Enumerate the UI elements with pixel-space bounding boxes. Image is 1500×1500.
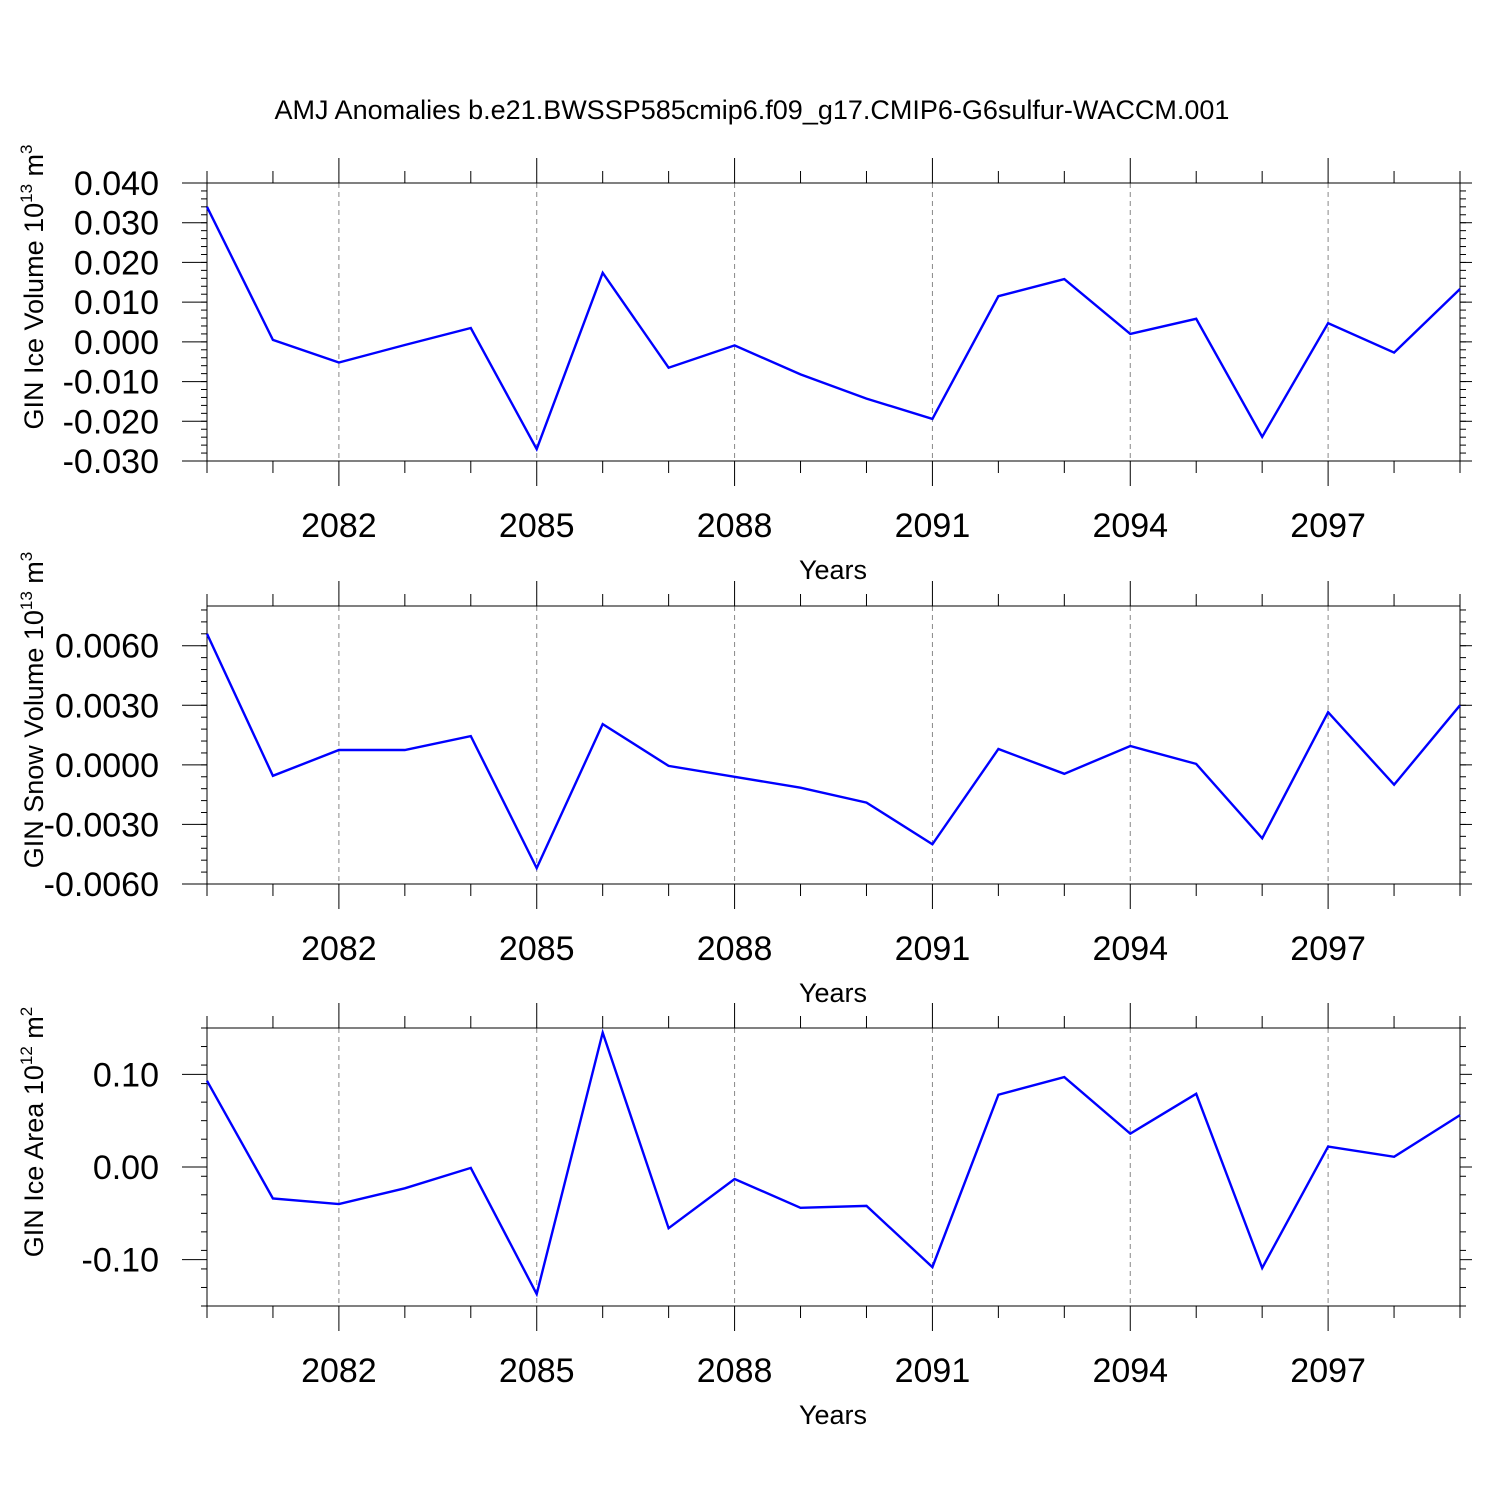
x-tick-label: 2082 [301, 1352, 377, 1390]
x-tick-label: 2097 [1290, 507, 1366, 545]
x-tick-label: 2088 [697, 507, 773, 545]
series-line [205, 633, 1461, 871]
y-tick-label: 0.0000 [55, 747, 159, 785]
x-tick-label: 2085 [499, 1352, 575, 1390]
x-tick-label: 2085 [499, 930, 575, 968]
x-tick-label: 2094 [1092, 1352, 1168, 1390]
x-tick-label: 2082 [301, 930, 377, 968]
y-tick-label: -0.0060 [44, 866, 159, 904]
x-tick-label: 2085 [499, 507, 575, 545]
x-tick-label: 2091 [895, 507, 971, 545]
y-axis-label: GIN Ice Volume 1013 m3 [17, 144, 49, 429]
x-tick-label: 2091 [895, 1352, 971, 1390]
chart-title: AMJ Anomalies b.e21.BWSSP585cmip6.f09_g1… [275, 95, 1230, 125]
panel-1: -0.030-0.020-0.0100.0000.0100.0200.0300.… [17, 144, 1472, 585]
panel-3: -0.10 0.00 0.10 2082 2085 2088 2091 2094 2097 Yea… [17, 1003, 1472, 1430]
x-tick-label: 2088 [697, 930, 773, 968]
y-tick-label: 0.0060 [55, 628, 159, 666]
y-tick-label: -0.0030 [44, 806, 159, 844]
series-line [205, 1028, 1461, 1298]
y-tick-label: -0.010 [63, 364, 159, 402]
x-tick-label: 2091 [895, 930, 971, 968]
x-axis-label: Years [799, 555, 867, 585]
x-tick-label: 2088 [697, 1352, 773, 1390]
x-tick-label: 2094 [1092, 507, 1168, 545]
x-tick-label: 2094 [1092, 930, 1168, 968]
series-line [205, 206, 1461, 452]
plot-frame [206, 1027, 1461, 1307]
y-tick-label: 0.020 [74, 244, 159, 282]
y-tick-label: 0.0030 [55, 687, 159, 725]
y-axis-label: GIN Snow Volume 1013 m3 [17, 552, 49, 869]
y-tick-label: 0.030 [74, 205, 159, 243]
x-axis-label: Years [799, 978, 867, 1008]
y-axis-label: GIN Ice Area 1012 m2 [17, 1007, 49, 1258]
y-tick-label: 0.10 [93, 1056, 159, 1094]
x-tick-label: 2082 [301, 507, 377, 545]
y-tick-label: -0.020 [63, 403, 159, 441]
y-tick-label: 0.040 [74, 165, 159, 203]
y-tick-label: -0.10 [82, 1242, 160, 1280]
x-axis-label: Years [799, 1400, 867, 1430]
plot-frame [206, 182, 1461, 462]
chart-panels: -0.030-0.020-0.0100.0000.0100.0200.0300.… [17, 144, 1472, 1430]
x-tick-label: 2097 [1290, 1352, 1366, 1390]
panel-2: -0.0060 -0.0030 0.0000 0.0030 0.0060 2082 2085… [17, 552, 1472, 1008]
y-tick-label: -0.030 [63, 443, 159, 481]
y-tick-label: 0.010 [74, 284, 159, 322]
y-tick-label: 0.00 [93, 1149, 159, 1187]
x-tick-label: 2097 [1290, 930, 1366, 968]
y-tick-label: 0.000 [74, 324, 159, 362]
plot-frame [206, 605, 1461, 885]
